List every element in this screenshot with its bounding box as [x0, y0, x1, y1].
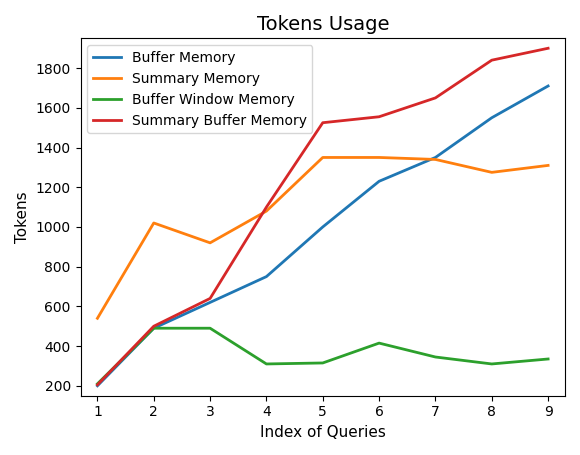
Buffer Memory: [319, 224, 326, 230]
Title: Tokens Usage: Tokens Usage: [256, 15, 389, 34]
Summary Buffer Memory: [319, 120, 326, 126]
Y-axis label: Tokens: Tokens: [15, 191, 30, 243]
Buffer Memory: [94, 383, 101, 389]
Buffer Memory: [376, 178, 383, 184]
Buffer Memory: [150, 325, 157, 331]
Summary Memory: [432, 157, 439, 162]
Summary Buffer Memory: [263, 204, 270, 210]
Summary Memory: [263, 208, 270, 214]
Summary Buffer Memory: [376, 114, 383, 120]
Buffer Memory: [545, 83, 552, 89]
Buffer Window Memory: [545, 356, 552, 362]
Line: Summary Buffer Memory: Summary Buffer Memory: [97, 48, 548, 385]
Summary Memory: [319, 155, 326, 160]
Summary Buffer Memory: [94, 382, 101, 388]
Buffer Memory: [206, 300, 213, 305]
Summary Buffer Memory: [545, 46, 552, 51]
Line: Summary Memory: Summary Memory: [97, 157, 548, 318]
Buffer Window Memory: [432, 354, 439, 360]
Buffer Window Memory: [376, 340, 383, 346]
Buffer Window Memory: [206, 325, 213, 331]
Summary Buffer Memory: [206, 296, 213, 301]
Buffer Memory: [488, 115, 495, 121]
Buffer Memory: [263, 274, 270, 279]
Buffer Window Memory: [94, 381, 101, 387]
Summary Memory: [94, 316, 101, 321]
Summary Buffer Memory: [432, 95, 439, 101]
Summary Buffer Memory: [488, 57, 495, 63]
Legend: Buffer Memory, Summary Memory, Buffer Window Memory, Summary Buffer Memory: Buffer Memory, Summary Memory, Buffer Wi…: [88, 46, 313, 133]
Line: Buffer Memory: Buffer Memory: [97, 86, 548, 386]
Line: Buffer Window Memory: Buffer Window Memory: [97, 328, 548, 384]
Summary Memory: [488, 170, 495, 175]
Buffer Window Memory: [263, 361, 270, 367]
Buffer Window Memory: [319, 360, 326, 366]
X-axis label: Index of Queries: Index of Queries: [260, 425, 386, 440]
Summary Memory: [545, 163, 552, 168]
Buffer Window Memory: [488, 361, 495, 367]
Summary Buffer Memory: [150, 324, 157, 329]
Buffer Window Memory: [150, 325, 157, 331]
Summary Memory: [376, 155, 383, 160]
Summary Memory: [150, 220, 157, 226]
Summary Memory: [206, 240, 213, 246]
Buffer Memory: [432, 155, 439, 160]
